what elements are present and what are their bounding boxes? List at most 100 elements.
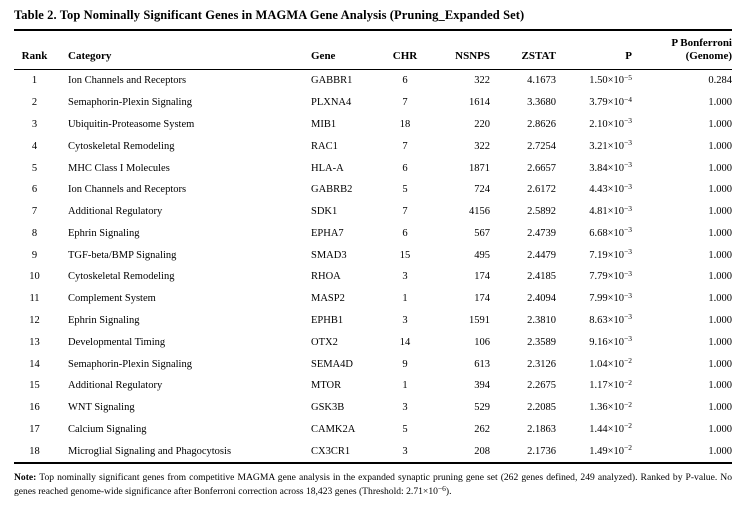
cell-nsnps: 613 [474,358,490,370]
table-row: 10 Cytoskeletal Remodeling RHOA 3 174 2.4185 7… [14,266,732,288]
cell-chr: 9 [402,358,408,370]
cell-category: Cytoskeletal Remodeling [68,271,175,283]
cell-rank: 1 [31,75,38,87]
cell-p: 7.99×10−3 [589,290,632,305]
cell-zstat: 2.3126 [527,358,556,370]
cell-nsnps: 567 [474,227,490,239]
cell-p: 1.49×10−2 [589,443,632,457]
cell-category: Ephrin Signaling [68,227,140,239]
cell-p: 1.17×10−2 [589,377,632,392]
cell-rank: 8 [31,227,38,239]
table-row: 2 Semaphorin-Plexin Signaling PLXNA4 7 1614 3… [14,92,732,114]
cell-category: Additional Regulatory [68,206,163,218]
table-row: 13 Developmental Timing OTX2 14 106 2.3589 9.1… [14,331,732,353]
cell-chr: 1 [402,380,408,392]
cell-p_bonf: 1.000 [708,140,732,152]
cell-gene: RAC1 [311,140,338,152]
cell-category: Microglial Signaling and Phagocytosis [68,445,232,457]
cell-zstat: 2.1736 [527,445,556,457]
cell-chr: 6 [402,227,408,239]
cell-rank: 10 [29,271,40,283]
cell-gene: OTX2 [311,336,338,348]
cell-rank: 7 [31,206,38,218]
cell-p_bonf: 1.000 [708,445,732,457]
table-row: 6 Ion Channels and Receptors GABRB2 5 724 2.6… [14,179,732,201]
cell-chr: 6 [402,75,408,87]
cell-rank: 14 [29,358,40,370]
cell-chr: 5 [402,423,408,435]
cell-rank: 2 [31,97,38,109]
cell-p: 3.21×10−3 [589,138,632,152]
cell-category: WNT Signaling [68,402,135,414]
cell-zstat: 2.6657 [527,162,556,174]
column-header-rank: Rank [14,30,55,70]
cell-category: Cytoskeletal Remodeling [68,140,175,152]
cell-p_bonf: 0.284 [708,75,732,87]
table-row: 17 Calcium Signaling CAMK2A 5 262 2.1863 1.44×… [14,419,732,441]
cell-gene: CAMK2A [311,423,356,435]
cell-chr: 1 [402,293,408,305]
cell-chr: 7 [402,97,408,109]
cell-p_bonf: 1.000 [708,271,732,283]
cell-chr: 18 [399,118,411,130]
cell-rank: 4 [31,140,38,152]
cell-gene: EPHA7 [311,227,344,239]
cell-zstat: 2.2675 [527,380,556,392]
cell-nsnps: 220 [474,118,490,130]
cell-gene: SMAD3 [311,249,347,261]
column-header-chr: CHR [380,30,430,70]
cell-gene: HLA-A [311,162,344,174]
cell-gene: PLXNA4 [311,97,352,109]
table-row: 3 Ubiquitin-Proteasome System MIB1 18 220 2.8… [14,114,732,136]
cell-p: 1.44×10−2 [589,421,632,435]
cell-gene: GSK3B [311,402,345,414]
cell-p: 8.63×10−3 [589,312,632,326]
cell-p_bonf: 1.000 [708,358,732,370]
cell-gene: CX3CR1 [311,445,351,457]
cell-nsnps: 322 [474,75,490,87]
footnote-text: Top nominally significant genes from com… [14,472,732,498]
cell-chr: 6 [402,162,408,174]
cell-p_bonf: 1.000 [708,380,732,392]
cell-category: MHC Class I Molecules [68,162,170,174]
cell-gene: GABRB2 [311,184,353,196]
cell-p_bonf: 1.000 [708,249,732,261]
cell-zstat: 2.1863 [527,423,556,435]
cell-zstat: 2.4185 [527,271,556,283]
table-row: 18 Microglial Signaling and Phagocytosis C… [14,440,732,463]
cell-rank: 5 [31,162,38,174]
cell-p_bonf: 1.000 [708,162,732,174]
table-row: 16 WNT Signaling GSK3B 3 529 2.2085 1.36×10−2 1… [14,397,732,419]
cell-p: 7.79×10−3 [589,268,632,283]
cell-nsnps: 262 [474,423,490,435]
cell-rank: 13 [29,336,40,348]
footnote-text-end: ). [445,486,452,498]
cell-chr: 3 [402,445,408,457]
cell-gene: SEMA4D [311,358,354,370]
cell-nsnps: 529 [474,402,490,414]
cell-zstat: 2.3589 [527,336,556,348]
cell-category: Ubiquitin-Proteasome System [68,118,195,130]
table-row: 15 Additional Regulatory MTOR 1 394 2.2675 1.1… [14,375,732,397]
cell-zstat: 2.8626 [527,118,556,130]
cell-nsnps: 1614 [469,97,490,109]
cell-gene: EPHB1 [311,314,344,326]
cell-nsnps: 322 [474,140,490,152]
cell-category: Ion Channels and Receptors [68,75,187,87]
cell-p_bonf: 1.000 [708,293,732,305]
cell-p: 2.10×10−3 [589,116,632,130]
cell-chr: 7 [402,206,408,218]
cell-category: Ion Channels and Receptors [68,184,187,196]
cell-category: Semaphorin-Plexin Signaling [68,97,192,109]
cell-gene: MTOR [311,380,342,392]
cell-gene: MIB1 [311,118,337,130]
cell-nsnps: 724 [474,184,490,196]
cell-chr: 14 [399,336,411,348]
cell-p: 4.81×10−3 [589,203,632,218]
cell-nsnps: 4156 [469,206,490,218]
cell-rank: 15 [29,380,40,392]
cell-category: Calcium Signaling [68,423,147,435]
cell-nsnps: 208 [474,445,490,457]
header-row: Rank Category Gene CHR NSNPS ZSTAT P P B… [14,30,732,70]
cell-p_bonf: 1.000 [708,206,732,218]
